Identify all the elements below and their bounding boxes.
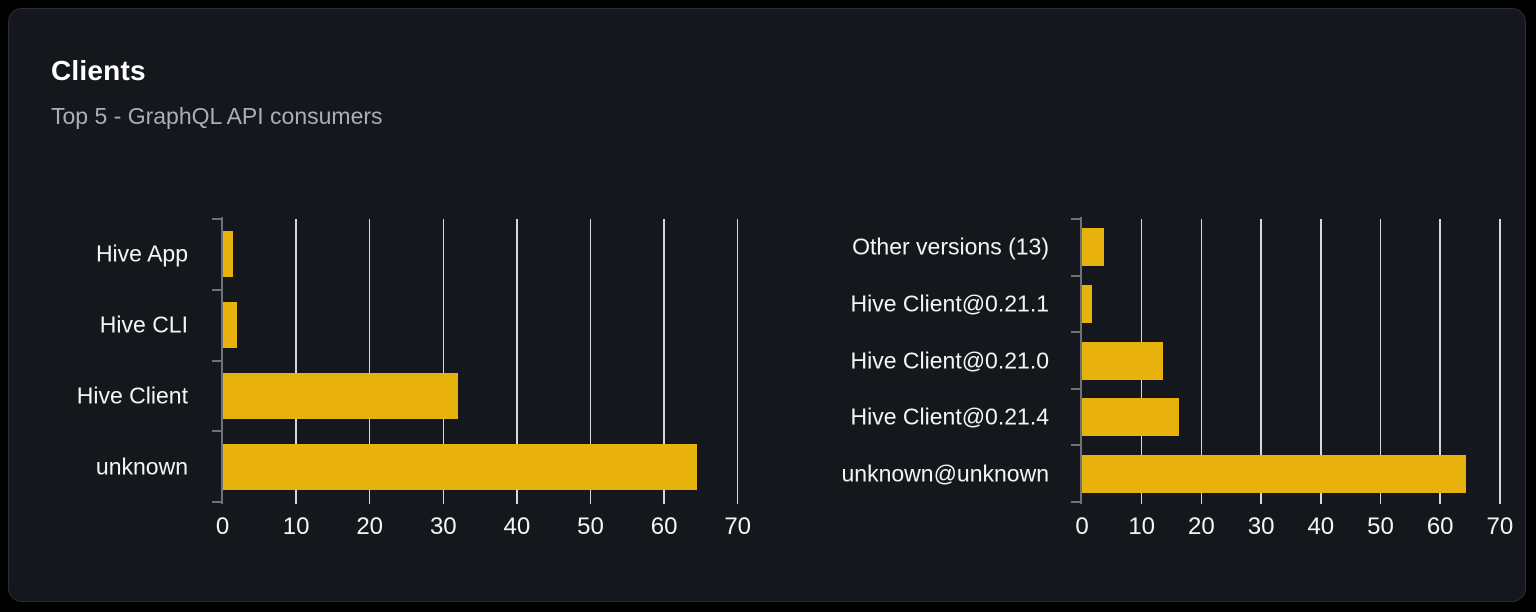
card-title: Clients <box>51 55 146 86</box>
clients-top5-bar-chart: Hive App Hive CLI Hive Client unknown 0 10 20 3… <box>9 9 1525 601</box>
bar-unknown-unknown[interactable] <box>1082 454 1466 493</box>
x-tick-label: 60 <box>650 513 678 540</box>
y-axis-tick <box>1071 331 1080 334</box>
gridline <box>295 219 297 504</box>
bar-unknown[interactable] <box>222 443 698 490</box>
gridline <box>663 219 665 504</box>
x-tick-label: 50 <box>1367 513 1394 540</box>
category-label: Hive Client@0.21.4 <box>850 403 1050 430</box>
y-axis-tick <box>1071 218 1080 220</box>
x-tick-label: 10 <box>1128 513 1156 540</box>
gridline <box>1379 219 1382 504</box>
y-axis-tick <box>1071 274 1080 277</box>
y-axis-line <box>220 217 223 504</box>
clients-card: Clients Top 5 - GraphQL API consumers Hi… <box>8 8 1526 602</box>
category-label: unknown@unknown <box>841 460 1049 487</box>
y-axis-tick <box>211 218 221 220</box>
gridline <box>368 219 371 504</box>
bar-hive-client-0-21-0[interactable] <box>1082 341 1163 380</box>
x-tick-label: 40 <box>503 513 531 540</box>
x-tick-label: 30 <box>429 513 457 540</box>
card-subtitle: Top 5 - GraphQL API consumers <box>51 103 383 129</box>
y-axis-tick <box>211 359 221 362</box>
category-label: Hive App <box>95 240 188 267</box>
x-tick-label: 10 <box>282 513 310 540</box>
gridline <box>516 219 518 504</box>
y-axis-tick <box>1071 444 1080 447</box>
x-tick-label: 30 <box>1247 513 1275 540</box>
gridline <box>1200 219 1203 504</box>
gridline <box>1260 219 1262 504</box>
gridline <box>589 219 592 504</box>
x-tick-label: 40 <box>1307 513 1335 540</box>
client-versions-bar-chart: Other versions (13) Hive Client@0.21.1 Hiv… <box>9 9 1525 601</box>
x-tick-label: 0 <box>1075 513 1089 540</box>
bar-hive-client[interactable] <box>222 372 459 419</box>
category-label: Hive CLI <box>99 311 188 338</box>
y-axis-tick <box>211 430 221 433</box>
category-label: Hive Client@0.21.0 <box>850 347 1050 373</box>
bar-hive-app[interactable] <box>222 231 233 278</box>
y-axis-tick <box>1071 501 1080 503</box>
category-label: Other versions (13) <box>852 233 1049 260</box>
gridline <box>1439 219 1441 504</box>
bar-other-versions-13-[interactable] <box>1082 228 1105 267</box>
x-tick-label: 70 <box>724 513 752 540</box>
gridline <box>1499 219 1501 504</box>
y-axis-tick <box>211 288 221 291</box>
x-tick-label: 70 <box>1486 513 1514 540</box>
gridline <box>736 219 739 504</box>
y-axis-line <box>1080 217 1082 504</box>
category-label: Hive Client <box>76 382 188 409</box>
gridline <box>1320 219 1322 504</box>
category-label: unknown <box>95 453 188 480</box>
category-label: Hive Client@0.21.1 <box>850 290 1050 317</box>
y-axis-tick <box>211 501 221 503</box>
x-tick-label: 0 <box>215 513 230 540</box>
y-axis-tick <box>1071 387 1080 390</box>
bar-hive-client-0-21-1[interactable] <box>1082 284 1092 323</box>
x-tick-label: 20 <box>1188 513 1215 540</box>
x-tick-label: 20 <box>356 513 384 540</box>
bar-hive-client-0-21-4[interactable] <box>1082 398 1179 437</box>
x-tick-label: 60 <box>1426 513 1454 540</box>
bar-hive-cli[interactable] <box>222 302 238 349</box>
x-tick-label: 50 <box>577 513 604 540</box>
gridline <box>442 219 445 504</box>
